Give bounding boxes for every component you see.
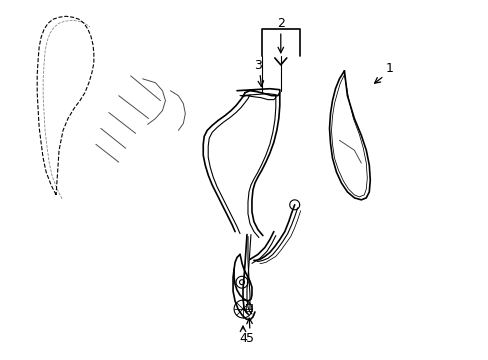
Text: 4: 4 — [239, 332, 246, 345]
Text: 2: 2 — [276, 17, 284, 30]
Text: 1: 1 — [385, 62, 392, 75]
Text: 5: 5 — [245, 332, 253, 345]
Text: 3: 3 — [253, 59, 262, 72]
